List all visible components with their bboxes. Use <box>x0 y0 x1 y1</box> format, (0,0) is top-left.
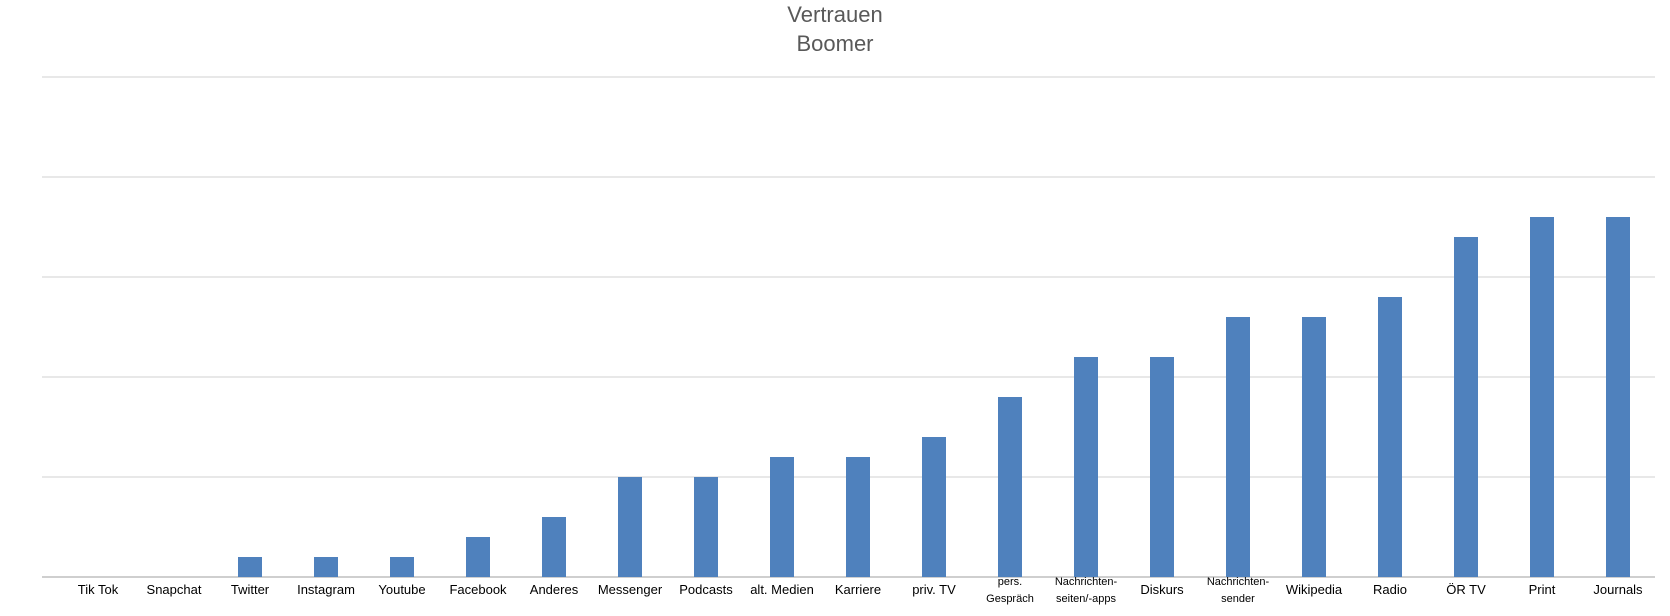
x-tick-label: Journals <box>1593 582 1643 597</box>
bar-13 <box>998 397 1022 577</box>
x-tick-label: Twitter <box>231 582 270 597</box>
bar-3 <box>238 557 262 577</box>
bar-15 <box>1150 357 1174 577</box>
bar-7 <box>542 517 566 577</box>
x-tick-label: Facebook <box>449 582 507 597</box>
x-tick-label: pers. Gespräch <box>986 576 1034 605</box>
chart-title-block: Vertrauen Boomer <box>0 0 1670 58</box>
x-tick-label: Diskurs <box>1140 582 1184 597</box>
bar-4 <box>314 557 338 577</box>
bar-16 <box>1226 317 1250 577</box>
bar-11 <box>846 457 870 577</box>
x-tick-label: Instagram <box>297 582 355 597</box>
bar-20 <box>1530 217 1554 577</box>
x-tick-label: Nachrichten-seiten/-apps <box>1055 576 1118 605</box>
bar-10 <box>770 457 794 577</box>
bar-18 <box>1378 297 1402 577</box>
x-tick-label: Print <box>1529 582 1556 597</box>
bar-6 <box>466 537 490 577</box>
x-tick-label: Karriere <box>835 582 881 597</box>
x-tick-label: Podcasts <box>679 582 733 597</box>
x-tick-label: ÖR TV <box>1446 582 1486 597</box>
bar-19 <box>1454 237 1478 577</box>
x-tick-label: Youtube <box>378 582 425 597</box>
bar-5 <box>390 557 414 577</box>
bar-9 <box>694 477 718 577</box>
x-tick-label: Snapchat <box>147 582 202 597</box>
x-tick-label: Anderes <box>530 582 579 597</box>
chart-title: Vertrauen <box>787 2 883 27</box>
bar-21 <box>1606 217 1630 577</box>
x-tick-label: Nachrichten-sender <box>1207 576 1270 605</box>
bar-8 <box>618 477 642 577</box>
bar-14 <box>1074 357 1098 577</box>
x-tick-label: alt. Medien <box>750 582 814 597</box>
bar-12 <box>922 437 946 577</box>
x-tick-label: priv. TV <box>912 582 956 597</box>
x-tick-label: Tik Tok <box>78 582 119 597</box>
bar-17 <box>1302 317 1326 577</box>
chart-subtitle: Boomer <box>796 31 874 56</box>
x-tick-label: Messenger <box>598 582 663 597</box>
x-tick-label: Wikipedia <box>1286 582 1343 597</box>
x-tick-label: Radio <box>1373 582 1407 597</box>
